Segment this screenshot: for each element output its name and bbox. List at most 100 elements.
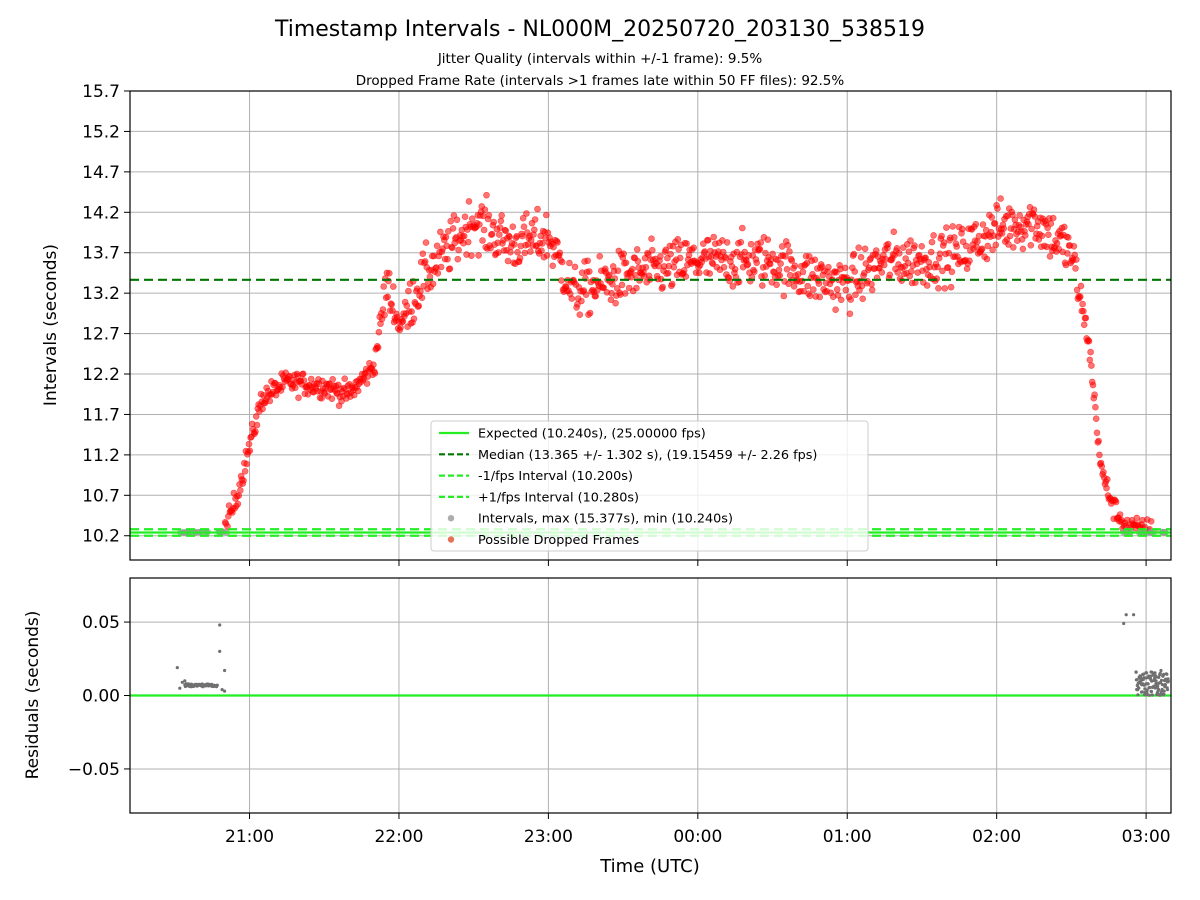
dropped-frame-point xyxy=(1046,253,1054,260)
dropped-frame-point xyxy=(852,291,859,299)
residual-point xyxy=(1145,688,1149,692)
dropped-frame-point xyxy=(1072,265,1079,272)
dropped-frame-point xyxy=(612,299,619,307)
dropped-frame-point xyxy=(731,265,739,273)
dropped-frame-point xyxy=(791,262,799,270)
dropped-frame-point xyxy=(485,212,493,219)
dropped-frame-point xyxy=(905,248,913,256)
dropped-frame-point xyxy=(253,421,261,429)
dropped-frame-point xyxy=(520,223,528,230)
dropped-frame-point xyxy=(453,216,461,224)
dropped-frame-point xyxy=(747,240,755,248)
dropped-frame-point xyxy=(1076,293,1084,300)
dropped-frame-point xyxy=(614,267,622,275)
dropped-frame-point xyxy=(850,250,858,258)
dropped-frame-point xyxy=(664,269,672,277)
dropped-frame-point xyxy=(497,217,505,225)
residual-point xyxy=(1162,692,1166,696)
dropped-frame-point xyxy=(676,254,684,262)
dropped-frame-point xyxy=(778,243,786,250)
top-plot-frame xyxy=(129,90,1172,561)
dropped-frame-point xyxy=(1030,206,1038,213)
dropped-frame-point xyxy=(1092,403,1099,411)
dropped-frame-point xyxy=(1098,463,1106,470)
dropped-frame-point xyxy=(989,246,996,254)
residual-point xyxy=(218,623,222,627)
dropped-frame-point xyxy=(558,258,566,266)
dropped-frame-point xyxy=(1091,391,1098,399)
top-ytick-label: 11.2 xyxy=(82,446,120,466)
dropped-frame-point xyxy=(799,268,807,276)
dropped-frame-point xyxy=(240,477,247,484)
dropped-frame-point xyxy=(234,500,242,508)
dropped-frame-point xyxy=(444,228,452,235)
dropped-frame-point xyxy=(1077,282,1085,290)
dropped-frame-point xyxy=(465,198,473,205)
residual-point xyxy=(183,679,187,683)
dropped-frame-point xyxy=(350,391,358,399)
dropped-frame-point xyxy=(1080,321,1088,329)
bottom-ylabel: Residuals (seconds) xyxy=(23,611,43,780)
dropped-frame-point xyxy=(1092,415,1100,423)
dropped-frame-point xyxy=(783,265,791,273)
dropped-frame-point xyxy=(950,234,958,241)
dropped-frame-point xyxy=(385,269,393,277)
dropped-frame-point xyxy=(907,237,914,244)
top-ytick-label: 12.2 xyxy=(82,365,120,385)
dropped-frame-point xyxy=(939,267,946,275)
dropped-frame-point xyxy=(753,259,761,267)
dropped-frame-point xyxy=(444,255,451,263)
dropped-frame-point xyxy=(1095,437,1102,445)
dropped-frame-point xyxy=(1116,511,1124,518)
dropped-frame-point xyxy=(600,284,608,292)
dropped-frame-point xyxy=(923,282,931,289)
dropped-frame-point xyxy=(958,225,966,233)
chart-subtitle-jitter: Jitter Quality (intervals within +/-1 fr… xyxy=(437,51,763,67)
dropped-frame-point xyxy=(1009,244,1017,251)
dropped-frame-point xyxy=(659,283,667,291)
dropped-frame-point xyxy=(446,265,454,273)
dropped-frame-point xyxy=(648,246,656,254)
dropped-frame-point xyxy=(776,272,784,279)
residual-point xyxy=(1166,677,1170,681)
dropped-frame-point xyxy=(538,247,545,254)
dropped-frame-point xyxy=(576,311,584,319)
dropped-frame-point xyxy=(571,263,579,271)
interval-points xyxy=(177,191,1169,536)
dropped-frame-point xyxy=(374,344,382,352)
dropped-frame-point xyxy=(938,232,945,240)
top-ytick-label: 10.2 xyxy=(82,527,120,547)
dropped-frame-point xyxy=(568,295,576,302)
dropped-frame-point xyxy=(992,241,1000,249)
dropped-frame-point xyxy=(279,383,286,391)
dropped-frame-point xyxy=(523,210,530,217)
dropped-frame-point xyxy=(418,294,426,302)
dropped-frame-point xyxy=(300,377,308,384)
xtick-label: 00:00 xyxy=(673,827,722,847)
residual-point xyxy=(180,680,184,684)
dropped-frame-point xyxy=(417,287,424,295)
dropped-frame-point xyxy=(784,242,792,249)
dropped-frame-point xyxy=(855,244,863,251)
dropped-frame-point xyxy=(534,205,541,213)
dropped-frame-point xyxy=(815,280,823,287)
dropped-frame-point xyxy=(947,283,955,291)
dropped-frame-point xyxy=(846,310,854,318)
dropped-frame-point xyxy=(927,248,935,256)
dropped-frame-point xyxy=(527,248,534,255)
dropped-frame-point xyxy=(442,233,450,241)
dropped-frame-point xyxy=(1061,223,1068,231)
residual-point xyxy=(223,689,227,693)
dropped-frame-point xyxy=(241,467,249,475)
dropped-frame-point xyxy=(750,268,758,276)
dropped-frame-point xyxy=(997,195,1004,202)
dropped-frame-point xyxy=(483,191,490,199)
dropped-frame-point xyxy=(994,205,1001,212)
residual-point xyxy=(1145,671,1149,675)
residual-point xyxy=(1142,672,1146,676)
dropped-frame-point xyxy=(809,286,817,293)
dropped-frame-point xyxy=(481,206,489,213)
top-ytick-label: 15.2 xyxy=(82,122,120,142)
dropped-frame-point xyxy=(769,250,776,258)
legend-intervals-handle xyxy=(447,515,455,522)
